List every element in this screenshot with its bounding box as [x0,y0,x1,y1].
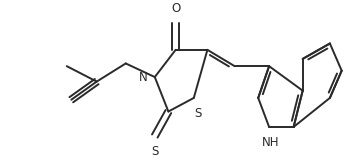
Text: S: S [151,145,158,158]
Text: S: S [195,107,202,120]
Text: N: N [139,71,147,84]
Text: O: O [171,2,180,15]
Text: NH: NH [262,136,280,149]
